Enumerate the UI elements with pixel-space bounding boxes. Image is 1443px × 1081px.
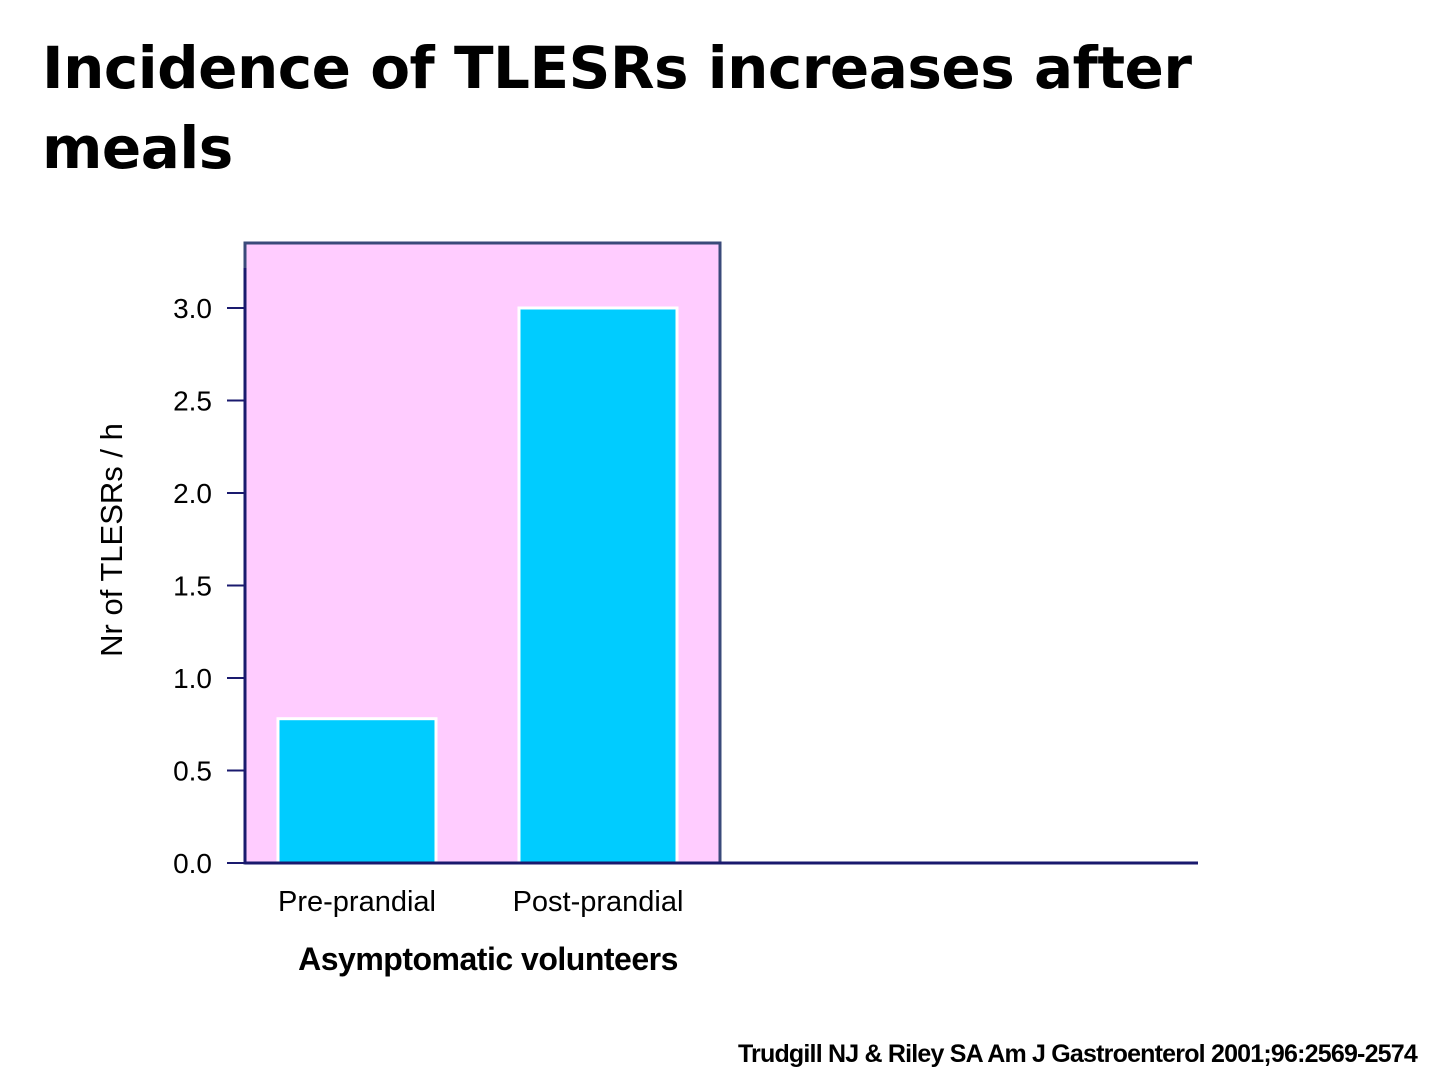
x-category-label: Post-prandial: [513, 886, 684, 918]
bars: [276, 306, 679, 865]
slide-title: Incidence of TLESRs increases after meal…: [42, 34, 1192, 182]
y-axis-label: Nr of TLESRs / h: [94, 423, 129, 657]
y-tick-label: 1.0: [173, 663, 212, 694]
y-tick-label: 0.5: [173, 756, 212, 787]
y-tick-label: 2.0: [173, 478, 212, 509]
y-tick-label: 0.0: [173, 848, 212, 879]
y-axis-ticks: 0.0 0.5 1.0 1.5 2.0 2.5 3.0: [173, 293, 245, 879]
bar-post-prandial: [517, 306, 679, 865]
y-tick-label: 2.5: [173, 386, 212, 417]
x-axis-category-labels: Pre-prandial Post-prandial: [278, 886, 683, 918]
citation: Trudgill NJ & Riley SA Am J Gastroentero…: [737, 1040, 1418, 1068]
x-category-label: Pre-prandial: [278, 886, 436, 918]
y-tick-label: 3.0: [173, 293, 212, 324]
x-axis-label: Asymptomatic volunteers: [298, 941, 678, 977]
bar-pre-prandial: [276, 717, 438, 865]
y-tick-label: 1.5: [173, 571, 212, 602]
